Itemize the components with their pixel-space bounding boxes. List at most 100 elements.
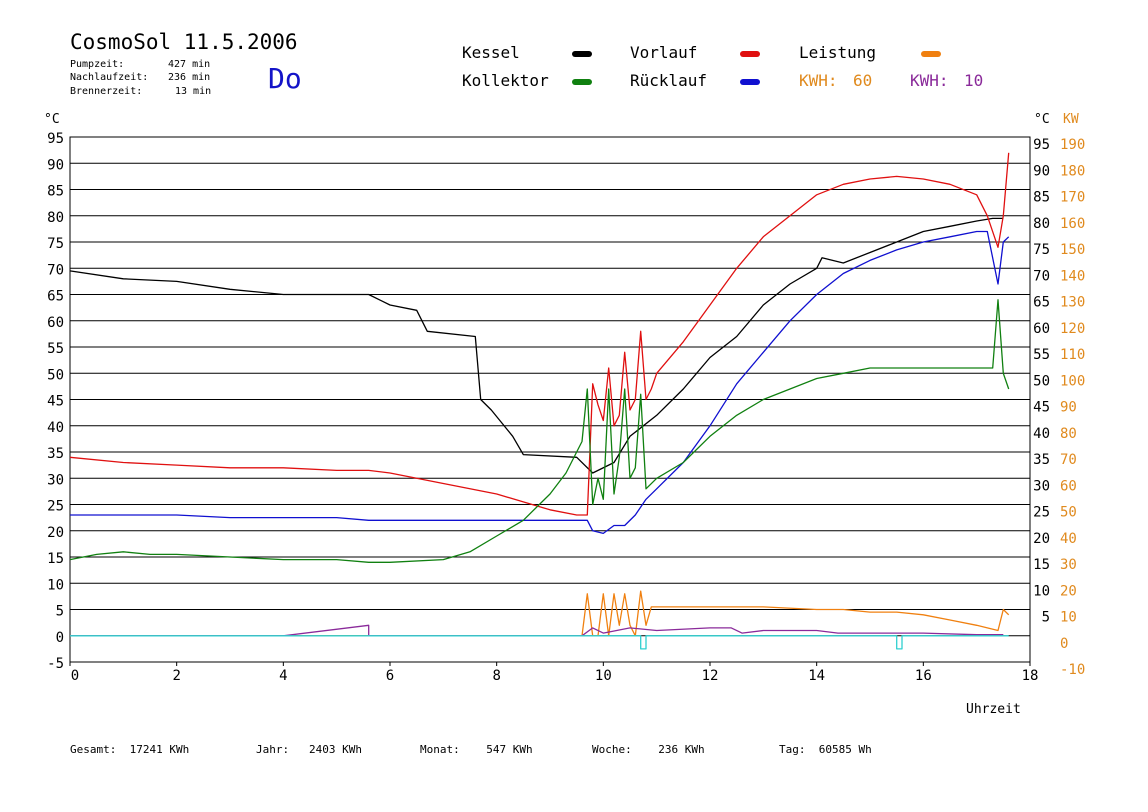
y-tick-right-kw-60: 60 [1060,478,1077,494]
brennerzeit-label: Brennerzeit: [70,86,143,97]
y-tick-right-kw-110: 110 [1060,347,1085,363]
y-tick-left-35: 35 [47,446,64,462]
y-tick-right-kw-20: 20 [1060,583,1077,599]
x-tick-0: 0 [71,668,79,684]
y-tick-right-kw-160: 160 [1060,216,1085,232]
series-line-kollektor [69,299,1010,563]
legend-kollektor-swatch [572,79,592,85]
footer-woche: Woche: 236 KWh [592,743,705,756]
legend-kollektor-label: Kollektor [462,71,549,90]
chart-ticks: -505101520253035404550556065707580859095… [47,131,1085,684]
y-tick-left-85: 85 [47,184,64,200]
x-tick-16: 16 [915,668,932,684]
y-tick-left-15: 15 [47,551,64,567]
y-tick-right-kw-70: 70 [1060,452,1077,468]
chart-title: CosmoSol 11.5.2006 [70,30,298,54]
y-tick-right-kw-120: 120 [1060,321,1085,337]
y-tick-left-80: 80 [47,210,64,226]
y-tick-right-c-95: 95 [1033,137,1050,153]
series-line-brenner [70,624,1004,637]
right-axis-unit-celsius: °C [1034,112,1050,127]
y-tick-right-kw-130: 130 [1060,295,1085,311]
y-tick-right-kw-150: 150 [1060,242,1085,258]
y-tick-left-95: 95 [47,131,64,147]
legend-vorlauf-label: Vorlauf [630,43,698,62]
y-tick-right-kw--10: -10 [1060,662,1085,678]
chart-series [69,152,1010,650]
brennerzeit-value: 13 min [175,86,212,97]
legend-kwh-value-1: 60 [853,71,873,90]
y-tick-right-c-35: 35 [1033,452,1050,468]
legend-kwh-label-2: KWH: [910,71,949,90]
y-tick-right-kw-190: 190 [1060,137,1085,153]
y-tick-right-kw-90: 90 [1060,400,1077,416]
y-tick-right-c-90: 90 [1033,163,1050,179]
y-tick-left-30: 30 [47,472,64,488]
pumpzeit-value: 427 min [168,59,211,70]
x-tick-6: 6 [386,668,394,684]
weekday-label: Do [268,62,302,95]
footer-jahr: Jahr: 2403 KWh [256,743,362,756]
y-tick-right-c-60: 60 [1033,321,1050,337]
x-tick-18: 18 [1022,668,1039,684]
y-tick-right-kw-30: 30 [1060,557,1077,573]
y-tick-left-10: 10 [47,577,64,593]
y-tick-right-kw-50: 50 [1060,505,1077,521]
y-tick-right-kw-140: 140 [1060,268,1085,284]
y-tick-right-kw-40: 40 [1060,531,1077,547]
y-tick-right-c-55: 55 [1033,347,1050,363]
pumpzeit-label: Pumpzeit: [70,59,125,70]
legend-ruecklauf-swatch [740,79,760,85]
y-tick-right-kw-0: 0 [1060,636,1068,652]
y-tick-left-45: 45 [47,394,64,410]
y-tick-left-70: 70 [47,262,64,278]
legend-leistung-swatch [921,51,941,57]
y-tick-left-20: 20 [47,525,64,541]
y-tick-right-kw-80: 80 [1060,426,1077,442]
footer-monat: Monat: 547 KWh [420,743,533,756]
x-axis-label: Uhrzeit [966,702,1021,717]
nachlaufzeit-value: 236 min [168,72,211,83]
x-tick-10: 10 [595,668,612,684]
y-tick-right-c-80: 80 [1033,216,1050,232]
y-tick-right-c-10: 10 [1033,583,1050,599]
series-line-rcklauf [70,230,1010,535]
y-tick-left-40: 40 [47,420,64,436]
y-tick-right-c-5: 5 [1042,610,1050,626]
x-tick-4: 4 [279,668,287,684]
y-tick-left-90: 90 [47,157,64,173]
footer-tag: Tag: 60585 Wh [779,743,872,756]
y-tick-left-60: 60 [47,315,64,331]
legend-kwh-label-1: KWH: [799,71,838,90]
chart-grid [69,136,1031,663]
legend-vorlauf-swatch [740,51,760,57]
y-tick-right-c-75: 75 [1033,242,1050,258]
y-tick-left--5: -5 [47,656,64,672]
nachlaufzeit-label: Nachlaufzeit: [70,72,149,83]
series-line-vorlauf [69,152,1010,516]
y-tick-right-c-30: 30 [1033,478,1050,494]
y-tick-right-c-45: 45 [1033,400,1050,416]
y-tick-right-c-85: 85 [1033,190,1050,206]
y-tick-left-65: 65 [47,289,64,305]
y-tick-left-75: 75 [47,236,64,252]
legend-kessel-label: Kessel [462,43,520,62]
y-tick-right-c-70: 70 [1033,268,1050,284]
series-line-kessel [69,217,1004,474]
y-tick-right-c-20: 20 [1033,531,1050,547]
y-tick-left-55: 55 [47,341,64,357]
y-tick-left-25: 25 [47,499,64,515]
legend-ruecklauf-label: Rücklauf [630,71,708,90]
y-tick-right-kw-170: 170 [1060,190,1085,206]
right-axis-unit-kw: KW [1063,112,1079,127]
footer-gesamt: Gesamt: 17241 KWh [70,743,190,756]
y-tick-right-c-25: 25 [1033,505,1050,521]
y-tick-right-c-40: 40 [1033,426,1050,442]
y-tick-left-0: 0 [56,630,64,646]
y-tick-right-c-15: 15 [1033,557,1050,573]
series-line-pumpe [70,635,1009,650]
x-tick-8: 8 [492,668,500,684]
y-tick-left-5: 5 [56,604,64,620]
y-tick-right-kw-10: 10 [1060,610,1077,626]
